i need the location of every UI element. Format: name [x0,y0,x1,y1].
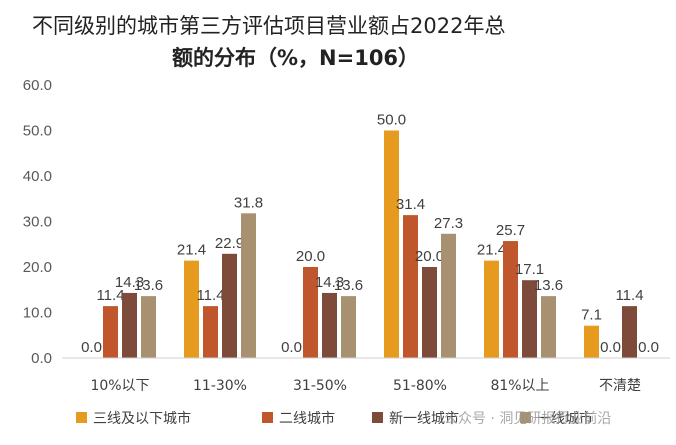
bar [184,260,199,358]
x-tick-label: 51-80% [393,378,447,394]
data-label: 21.4 [177,242,206,259]
y-tick-label: 40.0 [23,168,52,185]
bar [303,267,318,358]
bar [341,296,356,358]
legend-label: 一线城市 [537,410,593,427]
data-label: 11.4 [615,287,643,304]
bar [584,325,599,358]
data-label: 20.0 [296,248,325,265]
data-label: 0.0 [281,339,302,356]
data-label: 50.0 [377,112,406,129]
y-tick-label: 20.0 [23,259,52,276]
watermark: 公众号 · 洞见研报行业前沿 [444,410,611,427]
legend-label: 新一线城市 [389,410,459,427]
data-label: 13.6 [134,277,163,294]
data-label: 14.3 [315,274,344,291]
bar [384,130,399,358]
data-label: 13.6 [334,277,363,294]
y-tick-label: 60.0 [23,77,52,94]
x-tick-label: 10%以下 [90,378,149,394]
y-tick-label: 50.0 [23,123,52,140]
bar [103,306,118,358]
legend-swatch [372,412,383,423]
x-tick-label: 不清楚 [599,378,641,394]
data-label: 21.4 [477,242,506,259]
data-label: 11.4 [196,287,224,304]
bar [422,267,437,358]
bar [122,292,137,358]
legend-swatch [76,412,87,423]
legend-swatch [520,412,531,423]
data-label: 14.3 [115,274,144,291]
bar [503,241,518,358]
y-tick-label: 10.0 [23,305,52,322]
y-axis: 0.0 10.0 20.0 30.0 40.0 50.0 60.0 [23,77,52,367]
legend-label: 二线城市 [279,410,335,427]
x-axis: 10%以下 11-30% 31-50% 51-80% 81%以上 不清楚 [62,357,670,394]
bar [522,280,537,358]
x-tick-label: 31-50% [293,378,347,394]
bar [484,260,499,358]
data-label: 22.9 [215,235,244,252]
chart-title-line1: 不同级别的城市第三方评估项目营业额占2022年总 [32,14,505,38]
y-tick-label: 30.0 [23,214,52,231]
data-label: 31.8 [234,194,263,211]
data-label: 17.1 [515,261,544,278]
data-label: 31.4 [396,196,425,213]
bar [322,292,337,358]
chart-title-line2: 额的分布（%，N=106） [172,46,419,70]
x-tick-label: 81%以上 [490,378,549,394]
bar [141,296,156,358]
data-label: 11.4 [96,287,124,304]
y-tick-label: 0.0 [31,350,52,367]
legend-swatch [262,412,273,423]
data-label: 0.0 [638,339,659,356]
bar [622,306,637,358]
data-label: 27.3 [434,215,463,232]
x-tick-label: 11-30% [193,378,247,394]
data-label: 0.0 [600,339,621,356]
bar [241,213,256,358]
data-label: 0.0 [81,339,102,356]
data-label: 20.0 [415,248,444,265]
bar [441,233,456,358]
legend-label: 三线及以下城市 [93,410,191,427]
bar [403,215,418,358]
bar [222,253,237,358]
data-label: 7.1 [581,307,602,324]
bar [541,296,556,358]
data-label: 13.6 [534,277,563,294]
bar [203,306,218,358]
legend: 三线及以下城市 二线城市 新一线城市 一线城市 [76,410,593,427]
plot-area: 0.011.414.313.621.411.422.931.80.020.014… [81,112,659,358]
data-label: 25.7 [496,222,525,239]
